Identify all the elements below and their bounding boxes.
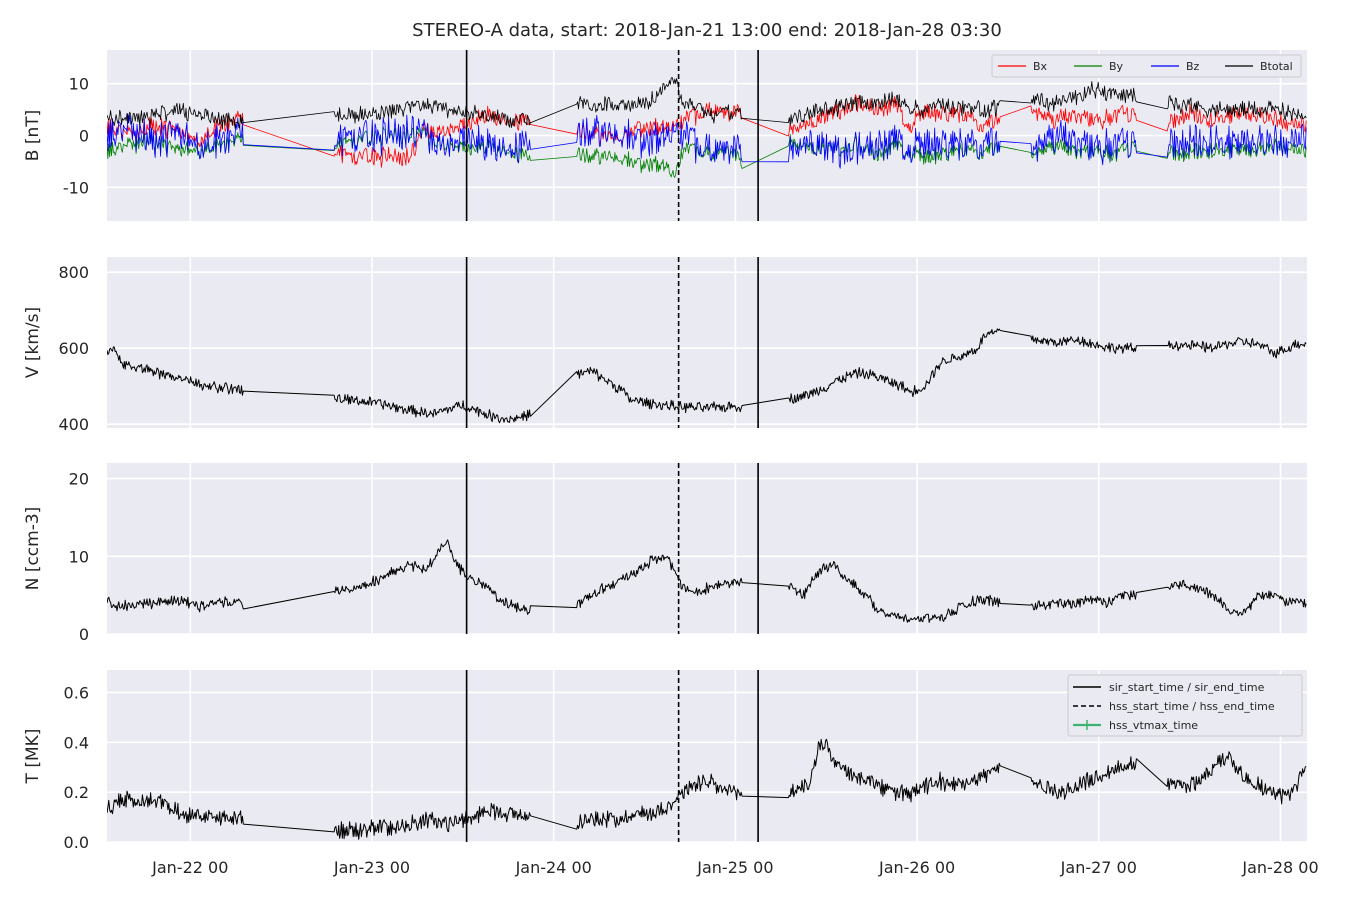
x-tick-label: Jan-24 00 — [515, 858, 592, 877]
panel-background — [107, 463, 1307, 634]
x-tick-label: Jan-28 00 — [1241, 858, 1318, 877]
y-tick-label: 10 — [69, 547, 89, 566]
series-line-btotal — [107, 77, 1307, 130]
series-line-bx — [107, 94, 1307, 168]
legend-frame — [1067, 674, 1303, 737]
series-group — [107, 539, 1307, 623]
legend-label: Bx — [1033, 60, 1048, 73]
panel-background — [107, 257, 1307, 428]
series-line-bz — [107, 113, 1307, 169]
y-axis-label: V [km/s] — [23, 307, 43, 378]
y-tick-label: -10 — [63, 178, 89, 197]
panel-2: 400 600 800 V [km/s] — [23, 257, 1307, 434]
series-group — [107, 77, 1307, 178]
panel-1: -10 0 10 B [nT] Bx By Bz Btotal — [23, 50, 1307, 221]
legend-events: sir_start_time / sir_end_time hss_start_t… — [1067, 674, 1303, 737]
x-tick-label: Jan-27 00 — [1060, 858, 1137, 877]
legend-label: Btotal — [1260, 60, 1293, 73]
panel-4: 0.0 0.2 0.4 0.6 T [MK] Jan-22 00 Jan-23 00 Jan-… — [23, 670, 1319, 877]
y-tick-label: 10 — [69, 75, 89, 94]
legend-frame — [991, 54, 1302, 78]
legend-b-field: Bx By Bz Btotal — [991, 54, 1302, 78]
y-axis-label: N [ccm-3] — [23, 507, 43, 591]
series-group — [107, 328, 1307, 424]
y-axis-label: T [MK] — [23, 729, 43, 785]
y-tick-label: 600 — [58, 339, 89, 358]
legend-label: hss_vtmax_time — [1109, 719, 1198, 732]
figure-title: STEREO-A data, start: 2018-Jan-21 13:00 … — [412, 20, 1002, 41]
series-line-n — [107, 539, 1307, 623]
x-tick-label: Jan-22 00 — [151, 858, 228, 877]
series-line-t — [107, 738, 1307, 840]
y-tick-label: 0.0 — [64, 833, 89, 852]
series-group — [107, 738, 1307, 840]
y-tick-label: 0.4 — [64, 733, 89, 752]
legend-label: hss_start_time / hss_end_time — [1109, 700, 1275, 713]
panel-3: 0 10 20 N [ccm-3] — [23, 463, 1307, 644]
legend-label: By — [1109, 60, 1124, 73]
y-tick-label: 0 — [79, 625, 89, 644]
y-tick-label: 0.2 — [64, 783, 89, 802]
series-line-v — [107, 328, 1307, 424]
legend-label: sir_start_time / sir_end_time — [1109, 681, 1265, 694]
y-axis-label: B [nT] — [23, 110, 43, 162]
y-tick-label: 0.6 — [64, 683, 89, 702]
x-tick-label: Jan-26 00 — [878, 858, 955, 877]
y-tick-label: 400 — [58, 415, 89, 434]
x-tick-label: Jan-23 00 — [333, 858, 410, 877]
panels-group: -10 0 10 B [nT] Bx By Bz Btotal 400 600 800 V [km/s… — [23, 50, 1319, 877]
x-tick-label: Jan-25 00 — [696, 858, 773, 877]
y-tick-label: 800 — [58, 263, 89, 282]
y-tick-label: 20 — [69, 470, 89, 489]
y-tick-label: 0 — [79, 127, 89, 146]
legend-label: Bz — [1186, 60, 1200, 73]
